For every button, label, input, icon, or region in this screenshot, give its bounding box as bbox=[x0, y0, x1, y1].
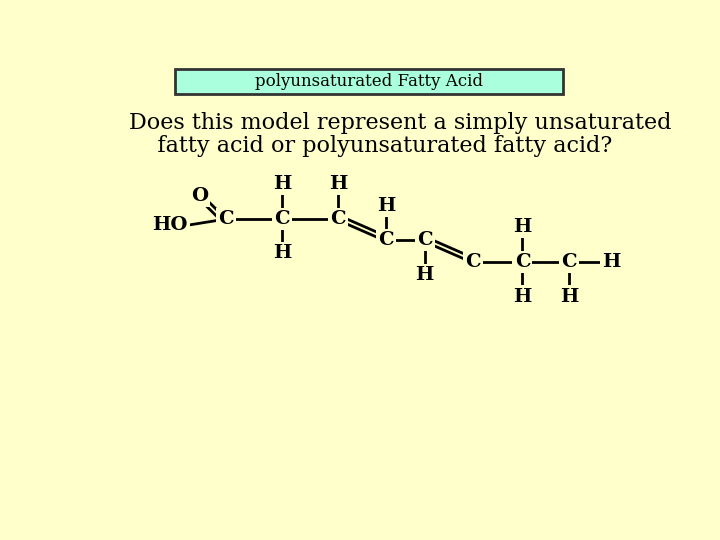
Text: H: H bbox=[513, 218, 531, 237]
Text: C: C bbox=[330, 210, 346, 228]
Text: fatty acid or polyunsaturated fatty acid?: fatty acid or polyunsaturated fatty acid… bbox=[129, 134, 612, 157]
Text: Does this model represent a simply unsaturated: Does this model represent a simply unsat… bbox=[129, 112, 671, 133]
Text: C: C bbox=[378, 231, 394, 249]
Text: polyunsaturated Fatty Acid: polyunsaturated Fatty Acid bbox=[255, 73, 483, 90]
Text: H: H bbox=[329, 175, 347, 193]
Text: H: H bbox=[603, 253, 621, 271]
Text: H: H bbox=[415, 266, 434, 284]
Text: C: C bbox=[465, 253, 481, 271]
Text: H: H bbox=[559, 288, 578, 306]
Text: C: C bbox=[417, 231, 433, 249]
Text: C: C bbox=[561, 253, 577, 271]
Text: C: C bbox=[515, 253, 530, 271]
Text: C: C bbox=[274, 210, 290, 228]
Text: H: H bbox=[377, 197, 395, 215]
FancyBboxPatch shape bbox=[175, 70, 563, 94]
Text: H: H bbox=[273, 175, 292, 193]
Text: HO: HO bbox=[152, 216, 188, 234]
Text: H: H bbox=[513, 288, 531, 306]
Text: C: C bbox=[218, 210, 233, 228]
Text: H: H bbox=[273, 245, 292, 262]
Text: O: O bbox=[191, 187, 208, 205]
